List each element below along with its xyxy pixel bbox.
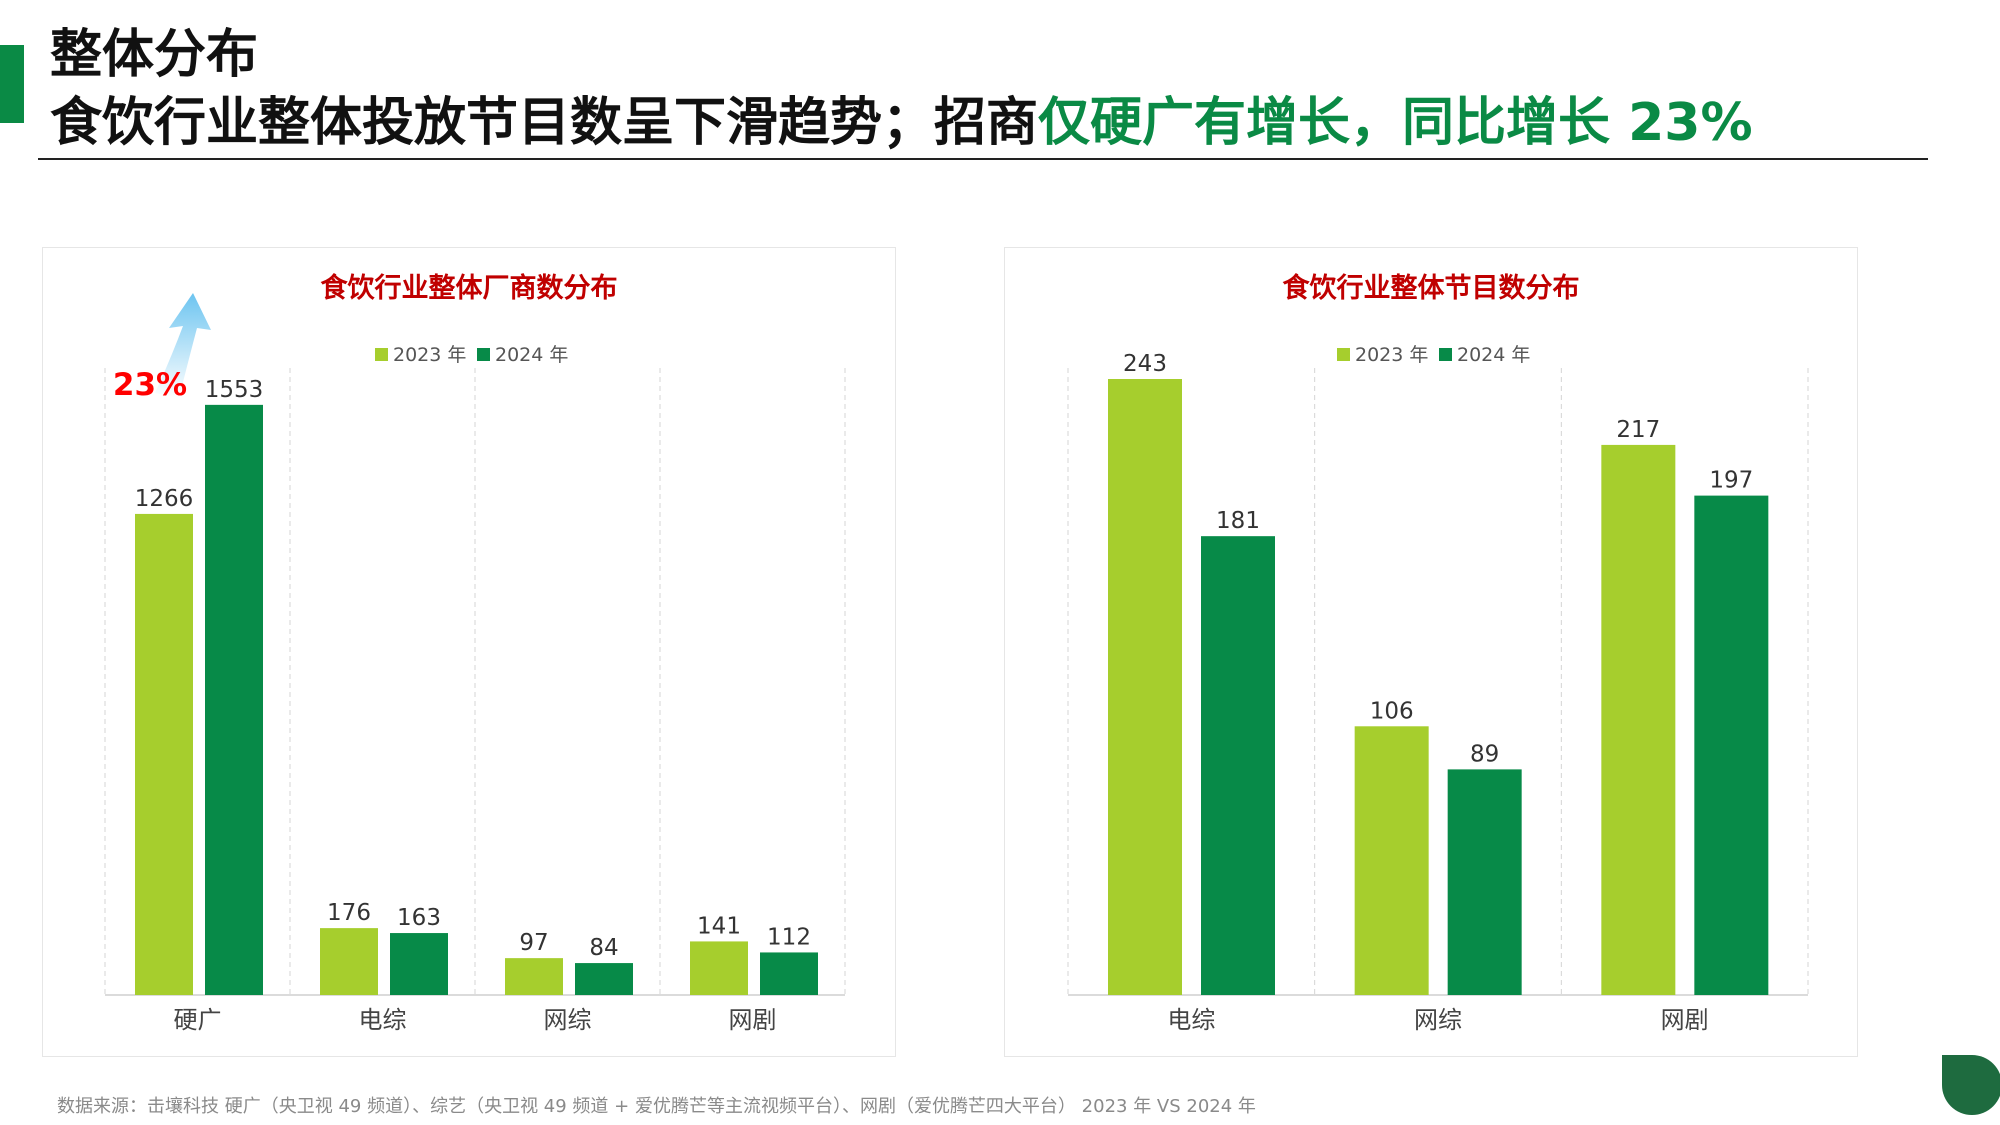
chart-panel-programs: 食饮行业整体节目数分布 2023 年 2024 年电综 243 181 网综 106 89 网剧… (1004, 247, 1858, 1057)
bar (1694, 495, 1769, 995)
legend-label: 2024 年 (1457, 344, 1530, 366)
data-label: 106 (1370, 698, 1414, 724)
data-label: 217 (1616, 417, 1660, 443)
data-label: 84 (589, 935, 618, 961)
x-tick-label: 网综 (1414, 1006, 1462, 1034)
page-title: 整体分布 (50, 25, 259, 85)
legend-label: 2023 年 (1355, 344, 1428, 366)
bar (690, 941, 748, 995)
growth-arrow-shape (155, 293, 211, 398)
up-arrow-icon (155, 293, 211, 398)
bar (1201, 536, 1275, 995)
legend-swatch (1337, 348, 1350, 361)
data-label: 1553 (205, 377, 264, 403)
title-divider (38, 158, 1928, 160)
bar (575, 963, 633, 995)
growth-annotation: 23% (113, 367, 187, 403)
data-label: 163 (397, 905, 441, 931)
x-tick-label: 电综 (1167, 1006, 1215, 1034)
data-label: 181 (1216, 508, 1260, 534)
corner-decoration (1942, 1055, 2000, 1115)
data-label: 112 (767, 924, 811, 950)
subtitle-highlight-part: 仅硬广有增长，同比增长 23% (1038, 93, 1753, 153)
data-label: 97 (519, 930, 548, 956)
subtitle-dark-part: 食饮行业整体投放节目数呈下滑趋势；招商 (50, 93, 1039, 153)
manufacturers-bar-chart: 食饮行业整体厂商数分布 2023 年 2024 年硬广 1266 1553 电综 176 16… (104, 272, 846, 1034)
data-label: 176 (327, 900, 371, 926)
data-source-note: 数据来源：击壤科技 硬广（央卫视 49 频道）、综艺（央卫视 49 频道 + 爱… (57, 1096, 1256, 1117)
data-label: 243 (1123, 351, 1167, 377)
bar (760, 952, 818, 995)
bar (320, 928, 378, 995)
bar (505, 958, 563, 995)
legend-swatch (375, 348, 388, 361)
x-tick-label: 网剧 (729, 1006, 777, 1034)
bar (1354, 726, 1429, 995)
chart-title: 食饮行业整体节目数分布 (1283, 272, 1580, 304)
x-tick-label: 电综 (359, 1006, 407, 1034)
bar (135, 513, 193, 995)
legend-label: 2024 年 (495, 344, 568, 366)
bar (390, 933, 448, 995)
programs-bar-chart: 食饮行业整体节目数分布 2023 年 2024 年电综 243 181 网综 106 89 网剧… (1067, 272, 1809, 1034)
legend-swatch (1439, 348, 1452, 361)
x-tick-label: 网综 (544, 1006, 592, 1034)
bar (1108, 379, 1182, 995)
chart-panel-manufacturers: 食饮行业整体厂商数分布 2023 年 2024 年硬广 1266 1553 电综 176 16… (42, 247, 896, 1057)
bar (1447, 769, 1522, 995)
data-label: 197 (1709, 468, 1753, 494)
chart-title: 食饮行业整体厂商数分布 (321, 272, 618, 304)
data-label: 89 (1470, 741, 1499, 767)
legend-swatch (477, 348, 490, 361)
legend-label: 2023 年 (393, 344, 466, 366)
x-tick-label: 网剧 (1661, 1006, 1709, 1034)
bar (205, 404, 263, 995)
bar (1601, 444, 1676, 995)
data-label: 1266 (135, 486, 194, 512)
page-subtitle: 食饮行业整体投放节目数呈下滑趋势；招商仅硬广有增长，同比增长 23% (50, 80, 1753, 155)
accent-bar (0, 45, 24, 123)
x-tick-label: 硬广 (174, 1006, 222, 1034)
data-label: 141 (697, 913, 741, 939)
